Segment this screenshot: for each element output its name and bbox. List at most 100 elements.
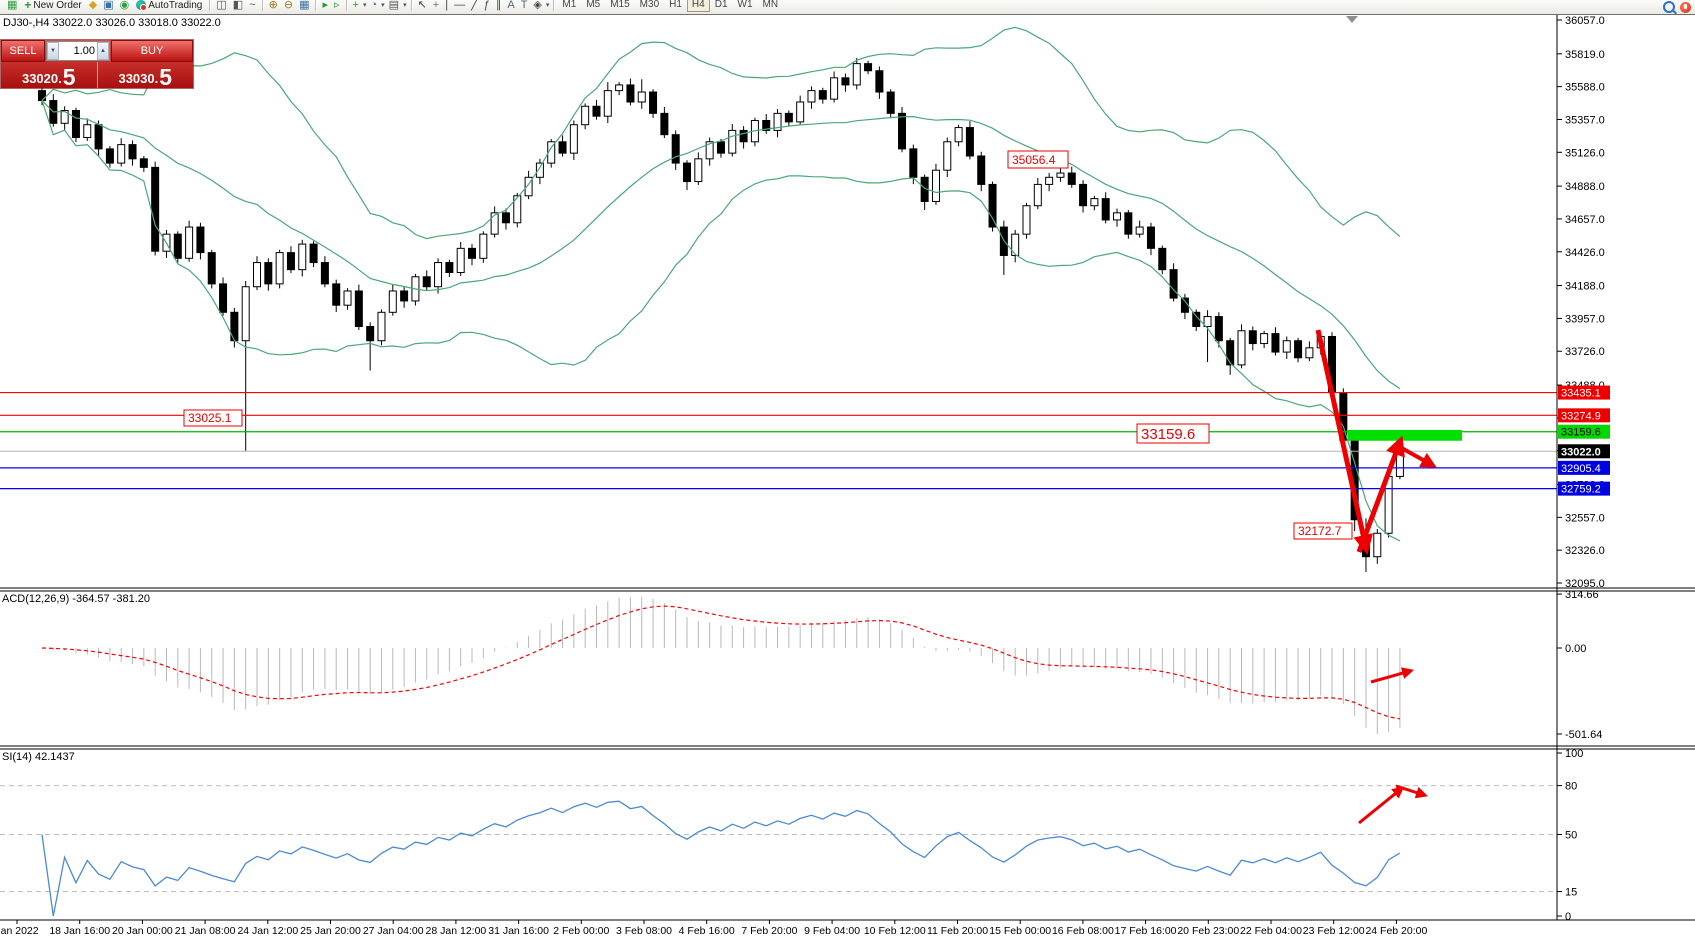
annotation-label-box[interactable] bbox=[183, 409, 243, 427]
autotrading-button[interactable]: AutoTrading bbox=[132, 0, 206, 11]
trendline-icon[interactable]: ╱ bbox=[471, 0, 478, 11]
candle-body bbox=[977, 155, 986, 185]
periods-icon[interactable]: ◔ bbox=[370, 0, 378, 11]
candle-body bbox=[501, 212, 510, 224]
candle-body bbox=[1158, 247, 1167, 271]
dropdown-caret-icon[interactable]: ▾ bbox=[381, 2, 385, 9]
channel-icon[interactable]: ∥ bbox=[495, 0, 502, 11]
candlestick-series[interactable] bbox=[38, 57, 1404, 572]
auto-scroll-icon[interactable]: ▸ bbox=[322, 0, 328, 11]
horizontal-line-icon[interactable]: — bbox=[454, 0, 466, 11]
tile-windows-icon[interactable]: ▦ bbox=[299, 0, 310, 11]
bollinger-lower-band[interactable] bbox=[41, 100, 1401, 542]
trend-arrow[interactable] bbox=[1358, 786, 1405, 825]
rsi-tick-label: 80 bbox=[1565, 781, 1577, 793]
time-tick-label: 24 Feb 20:00 bbox=[1365, 925, 1427, 937]
annotation-label-box[interactable] bbox=[1007, 150, 1069, 169]
timeframe-button-M15[interactable]: M15 bbox=[610, 0, 630, 10]
text-icon[interactable]: A bbox=[507, 0, 515, 11]
candle-body bbox=[196, 226, 205, 254]
volume-input[interactable] bbox=[59, 42, 97, 60]
bollinger-upper-band[interactable] bbox=[41, 26, 1401, 240]
timeframe-button-W1[interactable]: W1 bbox=[737, 0, 753, 10]
timeframe-button-H4[interactable]: H4 bbox=[686, 0, 710, 12]
candle-body bbox=[490, 212, 499, 235]
annotation-label-box[interactable] bbox=[1136, 423, 1210, 444]
candle-body bbox=[1079, 183, 1088, 207]
chart-window-icon[interactable]: ▣ bbox=[103, 0, 114, 11]
timeframe-button-M30[interactable]: M30 bbox=[639, 0, 660, 10]
candle-body bbox=[71, 110, 80, 139]
price-level-tag bbox=[1558, 408, 1610, 423]
add-indicator-icon[interactable]: + bbox=[352, 0, 359, 11]
notification-icon[interactable] bbox=[1680, 1, 1691, 13]
candle-body bbox=[185, 226, 194, 259]
crosshair-icon[interactable]: + bbox=[432, 0, 440, 11]
sell-button[interactable]: SELL bbox=[1, 40, 45, 62]
candle-body bbox=[400, 290, 409, 302]
new-order-button[interactable]: + New Order bbox=[20, 0, 85, 12]
timeframe-button-MN[interactable]: MN bbox=[762, 0, 779, 10]
annotation-label-text: 35056.4 bbox=[1012, 153, 1056, 167]
trend-arrow[interactable] bbox=[1370, 667, 1415, 684]
trend-arrow[interactable] bbox=[1315, 329, 1373, 555]
macd-tick-label: 314.66 bbox=[1565, 589, 1599, 601]
chart-shift-marker-icon[interactable] bbox=[1346, 16, 1358, 23]
trend-arrow[interactable] bbox=[1397, 444, 1437, 468]
dropdown-caret-icon[interactable]: ▾ bbox=[545, 2, 550, 9]
bollinger-middle-band[interactable] bbox=[41, 100, 1401, 390]
chart-grid-icon[interactable]: ▦ bbox=[7, 0, 18, 11]
label-icon[interactable]: T bbox=[520, 0, 528, 11]
candle-body bbox=[581, 105, 590, 126]
search-icon[interactable] bbox=[1663, 1, 1675, 13]
time-tick-label: 3 Feb 08:00 bbox=[616, 925, 672, 937]
main-toolbar: ▦ + New Order ◆ ▣ ◉ AutoTrading ◫ ◧ ~ ⊕ ⊖ ▦ ▸ ▹… bbox=[0, 0, 1695, 15]
green-zone-rectangle[interactable] bbox=[1348, 429, 1462, 441]
shapes-icon[interactable]: ◈ bbox=[533, 0, 542, 11]
buy-button[interactable]: BUY bbox=[111, 40, 193, 62]
price-level-tag-label: 32905.4 bbox=[1561, 463, 1601, 475]
chart-canvas[interactable]: 36057.0 35819.0 35588.0 35357.0 35126.0 34888… bbox=[0, 14, 1695, 939]
rsi-line[interactable] bbox=[41, 800, 1401, 917]
dropdown-caret-icon[interactable]: ▾ bbox=[403, 2, 407, 9]
sell-price[interactable]: 33020. 5 bbox=[1, 62, 98, 89]
candlestick-icon[interactable]: ◧ bbox=[232, 0, 244, 11]
signal-icon[interactable]: ◉ bbox=[119, 0, 130, 11]
line-chart-icon[interactable]: ~ bbox=[249, 0, 256, 11]
timeframe-button-M5[interactable]: M5 bbox=[586, 0, 601, 10]
timeframe-button-M1[interactable]: M1 bbox=[562, 0, 577, 10]
annotation-label-box[interactable] bbox=[1293, 522, 1353, 540]
trend-arrow[interactable] bbox=[1356, 435, 1405, 553]
templates-icon[interactable]: ▤ bbox=[388, 0, 400, 11]
candle-body bbox=[524, 176, 533, 197]
buy-price[interactable]: 33030. 5 bbox=[98, 62, 194, 89]
fibonacci-icon[interactable]: ƒ bbox=[483, 0, 490, 11]
cursor-icon[interactable]: ↖ bbox=[417, 0, 427, 11]
trend-arrow[interactable] bbox=[1395, 784, 1428, 799]
rsi-tick-label: 100 bbox=[1565, 748, 1583, 760]
candle-body bbox=[637, 91, 646, 103]
timeframe-button-D1[interactable]: D1 bbox=[714, 0, 728, 10]
candle-body bbox=[1146, 226, 1155, 249]
dropdown-caret-icon[interactable]: ▾ bbox=[362, 2, 367, 9]
volume-increase-button[interactable]: ▲ bbox=[97, 42, 109, 60]
rsi-tick-label: 50 bbox=[1565, 830, 1577, 842]
zoom-out-icon[interactable]: ⊖ bbox=[283, 0, 294, 11]
candle-body bbox=[558, 141, 567, 154]
price-level-tag bbox=[1558, 424, 1610, 439]
candle-body bbox=[275, 252, 284, 285]
price-tick-label: 35588.0 bbox=[1565, 82, 1605, 94]
zoom-in-icon[interactable]: ⊕ bbox=[268, 0, 278, 11]
vertical-line-icon[interactable]: | bbox=[445, 0, 449, 11]
macd-indicator[interactable] bbox=[41, 596, 1401, 734]
rsi-label: SI(14) 42.1437 bbox=[2, 751, 75, 763]
candle-body bbox=[468, 247, 477, 259]
volume-decrease-button[interactable]: ▼ bbox=[47, 42, 59, 60]
chart-shift-icon[interactable]: ▹ bbox=[334, 0, 340, 11]
bar-chart-icon[interactable]: ◫ bbox=[216, 0, 227, 11]
candle-body bbox=[1169, 269, 1178, 299]
time-tick-label: 18 Jan 16:00 bbox=[49, 925, 110, 937]
eraser-icon[interactable]: ◆ bbox=[88, 0, 98, 11]
timeframe-button-H1[interactable]: H1 bbox=[669, 0, 682, 10]
candle-body bbox=[841, 77, 850, 86]
